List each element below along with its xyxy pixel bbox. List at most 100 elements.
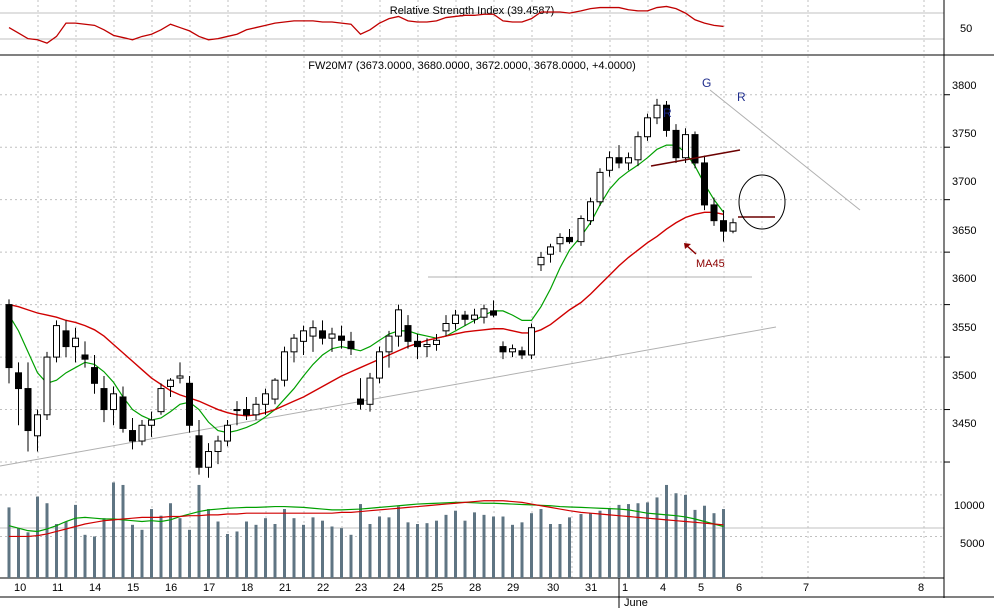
volume-y-tick-5000: 5000	[960, 538, 984, 550]
volume-bar	[712, 513, 716, 578]
volume-bars	[7, 482, 725, 578]
x-tick-label-31: 31	[585, 582, 597, 594]
volume-bar	[549, 524, 552, 578]
highlight-circle	[738, 174, 786, 230]
x-tick-label-7: 7	[803, 582, 809, 594]
candle-body	[691, 134, 699, 164]
candle-body	[710, 204, 718, 222]
volume-bar	[121, 484, 125, 578]
candle-body	[5, 304, 13, 369]
volume-bar	[674, 493, 678, 578]
candle-body	[347, 340, 355, 350]
volume-bar	[482, 514, 486, 578]
candle-body	[461, 314, 469, 320]
candle-body	[271, 379, 279, 400]
volume-bar	[45, 503, 49, 578]
volume-bar	[435, 520, 438, 578]
candle-body	[547, 246, 554, 255]
candle-body	[15, 372, 22, 390]
volume-bar	[330, 526, 334, 578]
volume-bar	[264, 518, 267, 578]
candle-body	[701, 162, 708, 206]
volume-bar	[197, 484, 201, 578]
resistance-trendline	[709, 89, 861, 211]
price-y-tick-3750: 3750	[952, 128, 976, 140]
candle-body	[148, 419, 155, 426]
x-tick-label-28: 28	[469, 582, 481, 594]
candle-body	[577, 218, 585, 243]
candle-body	[328, 333, 336, 339]
candle-body	[262, 393, 269, 405]
volume-bar	[140, 529, 144, 578]
candle-body	[644, 117, 651, 138]
volume-bar	[26, 532, 30, 578]
volume-bar	[693, 509, 697, 578]
price-title: FW20M7 (3673.0000, 3680.0000, 3672.0000,…	[308, 60, 636, 72]
rsi-y-tick-50: 50	[960, 23, 972, 35]
volume-bar	[102, 518, 106, 578]
candle-body	[214, 440, 222, 453]
candle-body	[509, 348, 516, 353]
candle-body	[34, 414, 41, 437]
volume-bar	[378, 516, 381, 578]
volume-bar	[178, 518, 182, 578]
volume-bar	[74, 504, 77, 578]
volume-bar	[64, 521, 68, 578]
candle-body	[634, 136, 642, 161]
volume-bar	[292, 518, 296, 578]
candle-body	[110, 393, 117, 411]
candle-body	[404, 325, 412, 342]
volume-bar	[349, 534, 353, 578]
x-tick-label-22: 22	[317, 582, 329, 594]
volume-bar	[684, 494, 687, 578]
candle-body	[195, 435, 203, 468]
candle-body	[490, 310, 497, 316]
ma45-label: MA45	[696, 258, 725, 270]
candle-body	[224, 424, 231, 442]
volume-ma-long-line	[9, 500, 724, 538]
candle-body	[615, 157, 623, 164]
ma45-line	[8, 211, 724, 417]
volume-bar	[340, 528, 343, 578]
volume-bar	[93, 536, 96, 578]
candle-body	[395, 309, 402, 337]
x-axis-labels: 10 11 14 15 16 17 18 21 22 23 24 25 28 2…	[14, 582, 924, 594]
volume-bar	[406, 522, 410, 578]
volume-bar	[131, 524, 134, 578]
candle-body	[338, 335, 345, 341]
candle-body	[720, 220, 727, 232]
candle-body	[528, 327, 535, 356]
head-label: G	[702, 76, 711, 90]
volume-bar	[530, 513, 533, 578]
candle-body	[518, 350, 526, 356]
volume-bar	[665, 484, 668, 578]
neckline	[650, 149, 741, 167]
volume-bar	[558, 524, 562, 578]
x-tick-label-14: 14	[89, 582, 101, 594]
candle-body	[91, 367, 98, 384]
price-y-tick-3450: 3450	[952, 418, 976, 430]
candle-body	[309, 327, 317, 337]
volume-bar	[539, 509, 543, 578]
x-tick-label-23: 23	[355, 582, 367, 594]
candle-body	[290, 337, 298, 353]
month-label: June	[624, 597, 648, 608]
volume-bar	[473, 512, 476, 578]
volume-bar	[655, 497, 659, 578]
volume-bar	[169, 503, 172, 578]
ma45-arrow-head	[684, 243, 691, 249]
candle-body	[672, 129, 680, 159]
volume-bar	[226, 533, 229, 578]
x-tick-label-30: 30	[547, 582, 559, 594]
candle-body	[606, 157, 613, 171]
candle-body	[233, 409, 241, 412]
volume-bar	[636, 503, 640, 578]
volume-bar	[55, 524, 58, 578]
candle-body	[663, 104, 670, 131]
candle-body	[366, 377, 374, 405]
grid	[0, 0, 950, 578]
volume-bar	[311, 517, 315, 578]
volume-bar	[302, 524, 305, 578]
x-tick-label-21: 21	[279, 582, 291, 594]
